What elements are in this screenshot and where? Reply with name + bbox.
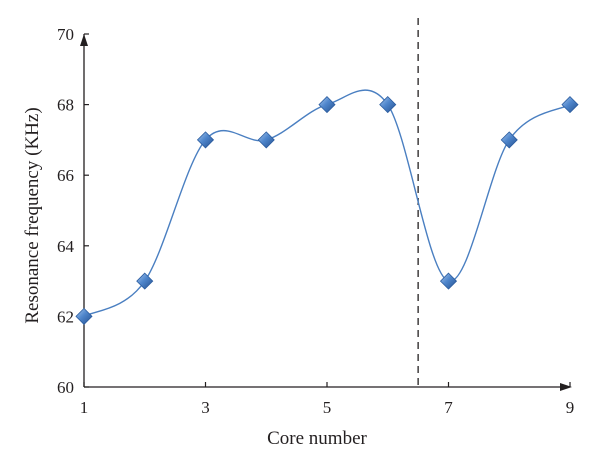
y-tick-label: 68: [57, 96, 74, 115]
series-line: [83, 89, 571, 318]
y-tick-label: 60: [57, 378, 74, 397]
y-tick-label: 62: [57, 307, 74, 326]
x-tick-label: 9: [566, 398, 575, 417]
data-point-marker: [439, 272, 458, 290]
data-point-marker: [257, 131, 275, 149]
y-tick-label: 66: [57, 166, 74, 185]
x-tick-label: 3: [201, 398, 210, 417]
axes: [80, 34, 572, 391]
data-point-marker: [561, 96, 579, 114]
x-ticks: 1 3 5 7 9: [80, 382, 575, 417]
y-ticks: 60 62 64 66 68 70: [57, 25, 89, 397]
data-point-marker: [318, 96, 336, 114]
markers: [75, 96, 579, 325]
x-tick-label: 5: [323, 398, 332, 417]
y-tick-label: 70: [57, 25, 74, 44]
x-tick-label: 1: [80, 398, 89, 417]
x-tick-label: 7: [444, 398, 453, 417]
y-tick-label: 64: [57, 237, 75, 256]
data-point-marker: [136, 272, 154, 290]
data-point-marker: [500, 131, 518, 149]
data-point-marker: [196, 131, 215, 149]
y-axis-arrow: [80, 34, 88, 46]
x-axis-title: Core number: [267, 428, 367, 449]
data-point-marker: [75, 307, 93, 325]
x-axis-arrow: [560, 383, 572, 391]
data-point-marker: [379, 96, 397, 114]
y-axis-title: Resonance frequency (KHz): [22, 107, 43, 323]
